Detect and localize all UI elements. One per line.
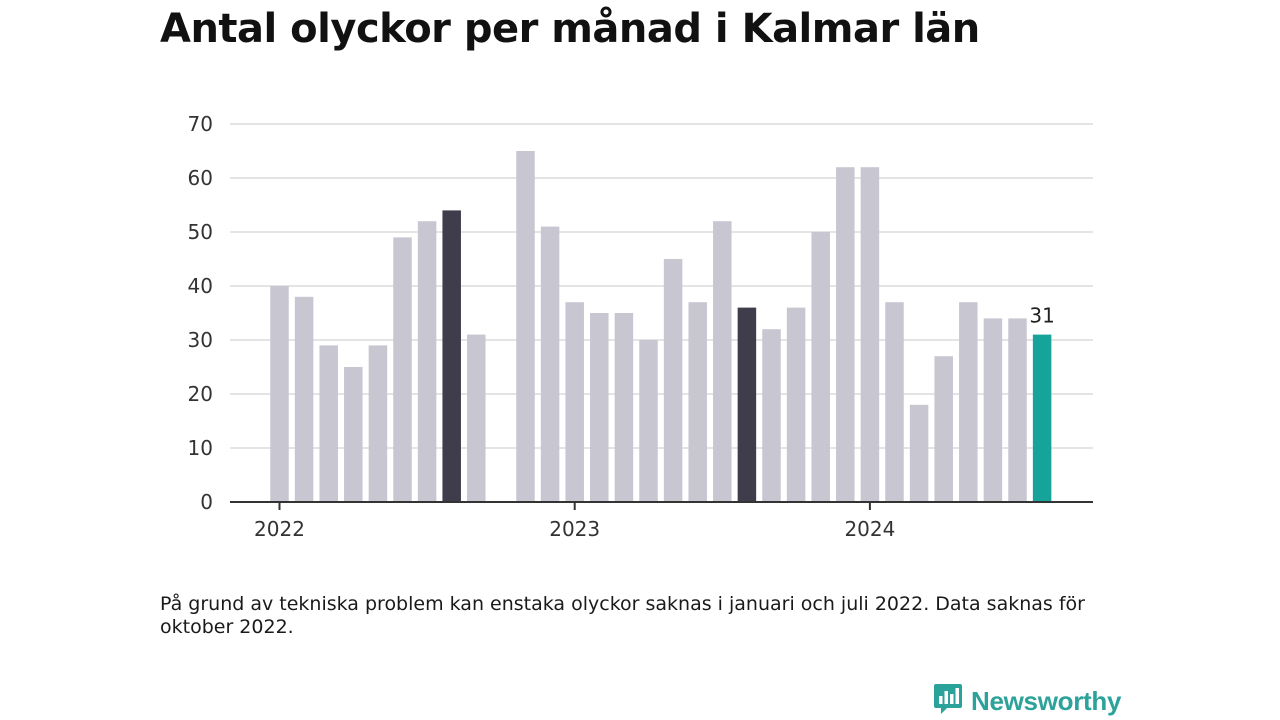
footnote: På grund av tekniska problem kan enstaka…: [160, 593, 1085, 638]
bar-2023-04: [639, 340, 658, 502]
bar-2023-05: [663, 259, 683, 502]
bar-2023-12: [836, 167, 855, 502]
annotations: 31: [1029, 304, 1054, 328]
newsworthy-logo-icon: [933, 682, 963, 720]
y-tick-label: 30: [188, 328, 213, 352]
bar-2024-04: [934, 356, 953, 502]
bars: [230, 151, 1093, 503]
bar-2022-02: [294, 296, 314, 502]
y-tick-label: 70: [188, 112, 213, 136]
bar-2023-08: [737, 307, 757, 502]
bar-2023-09: [762, 329, 781, 502]
bar-2022-12: [540, 226, 560, 502]
bar-chart: 0 10 20 30 40 50 60 70 2022 2023 2024 31: [188, 112, 1093, 541]
bar-2022-07: [417, 221, 437, 502]
x-tick-label: 2024: [844, 517, 895, 541]
bar-2024-05: [959, 302, 978, 502]
x-axis-ticks: 2022 2023 2024: [254, 502, 895, 541]
bar-2024-02: [885, 302, 904, 502]
y-tick-label: 60: [188, 166, 213, 190]
brand-name: Newsworthy: [971, 685, 1122, 716]
bar-2023-02: [590, 313, 609, 502]
bar-2022-04: [344, 367, 363, 502]
bar-2023-07: [713, 221, 732, 502]
bar-2024-06: [983, 318, 1003, 502]
bar-2023-11: [811, 232, 830, 502]
bar-2023-01: [565, 302, 584, 502]
bar-2024-03: [909, 404, 929, 502]
bar-2024-07: [1008, 318, 1027, 502]
x-tick-label: 2022: [254, 517, 305, 541]
bar-2022-05: [368, 345, 388, 502]
bar-2022-11: [516, 151, 535, 502]
y-tick-label: 20: [188, 382, 213, 406]
bar-2023-10: [786, 307, 806, 502]
chart-title: Antal olyckor per månad i Kalmar län: [160, 6, 980, 52]
bar-2023-03: [614, 313, 634, 502]
data-label: 31: [1029, 304, 1054, 328]
y-tick-label: 10: [188, 436, 213, 460]
y-tick-label: 0: [200, 490, 213, 514]
bar-2022-03: [319, 345, 338, 502]
y-axis-ticks: 0 10 20 30 40 50 60 70: [188, 112, 213, 514]
bar-2024-01: [860, 167, 880, 502]
bar-2023-06: [688, 302, 707, 502]
bar-2022-08: [442, 210, 461, 502]
bar-2022-09: [467, 334, 486, 502]
bar-2024-08: [1032, 334, 1052, 502]
y-tick-label: 50: [188, 220, 213, 244]
newsworthy-brand[interactable]: Newsworthy: [933, 683, 1121, 719]
bar-2022-06: [393, 237, 412, 502]
x-tick-label: 2023: [549, 517, 600, 541]
bar-2022-01: [270, 286, 289, 502]
y-tick-label: 40: [188, 274, 213, 298]
